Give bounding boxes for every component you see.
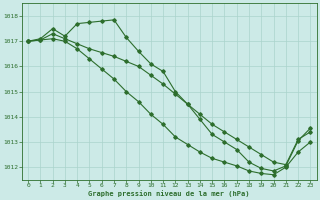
X-axis label: Graphe pression niveau de la mer (hPa): Graphe pression niveau de la mer (hPa) — [89, 190, 250, 197]
